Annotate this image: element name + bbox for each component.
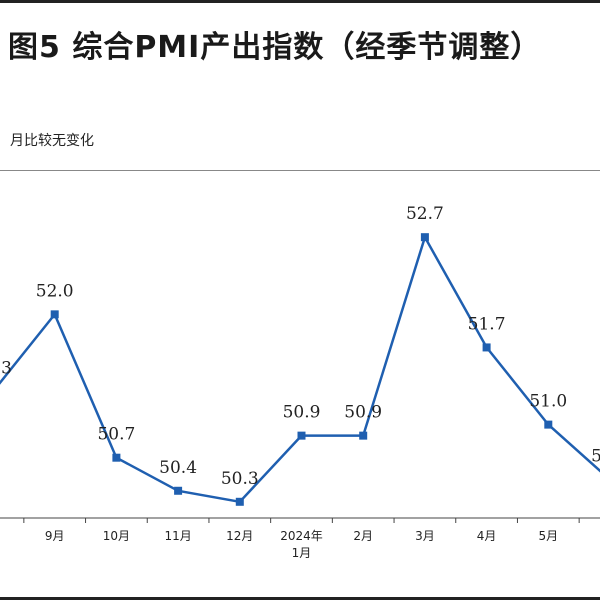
- x-tick-label: 12月: [226, 529, 253, 543]
- data-point: [482, 343, 491, 352]
- data-point: [420, 233, 429, 242]
- data-point: [297, 431, 306, 440]
- data-label: 50.5: [591, 447, 600, 467]
- data-label: 50.9: [344, 403, 382, 423]
- data-labels: 51.3 52.0 50.7 50.4 50.3 50.9 50.9 52.7 51.7 51.0…: [0, 204, 600, 489]
- x-tick-label: 3月: [415, 529, 435, 543]
- data-point: [174, 486, 183, 495]
- data-point: [112, 453, 121, 462]
- data-label: 52.7: [406, 204, 444, 224]
- x-tick-label: 2月: [353, 529, 373, 543]
- chart-note: 月比较无变化: [10, 133, 94, 149]
- data-point: [235, 497, 244, 506]
- x-axis: 9月 10月 11月 12月 2024年 1月 2月 3月 4月 5月: [0, 517, 600, 560]
- data-point: [359, 431, 368, 440]
- chart-title: 图5 综合PMI产出指数（经季节调整）: [8, 30, 542, 65]
- data-label: 50.3: [221, 469, 259, 489]
- x-tick-label: 10月: [103, 529, 130, 543]
- data-label: 51.0: [529, 392, 567, 412]
- data-label: 52.0: [36, 281, 74, 301]
- data-label: 50.9: [283, 403, 321, 423]
- x-tick-label: 2024年 1月: [280, 529, 323, 560]
- x-tick-label: 11月: [164, 529, 191, 543]
- note-divider: [0, 170, 600, 171]
- data-point: [544, 420, 553, 429]
- x-tick-label: 9月: [45, 529, 65, 543]
- data-label: 51.7: [468, 314, 506, 334]
- series-line: [0, 235, 600, 504]
- data-label: 50.4: [159, 458, 197, 478]
- data-label: 50.7: [97, 425, 135, 445]
- x-tick-label: 4月: [477, 529, 497, 543]
- x-tick-label: 5月: [538, 529, 558, 543]
- data-label: 51.3: [0, 359, 12, 379]
- series-pmi: [0, 233, 600, 506]
- data-point: [50, 310, 59, 319]
